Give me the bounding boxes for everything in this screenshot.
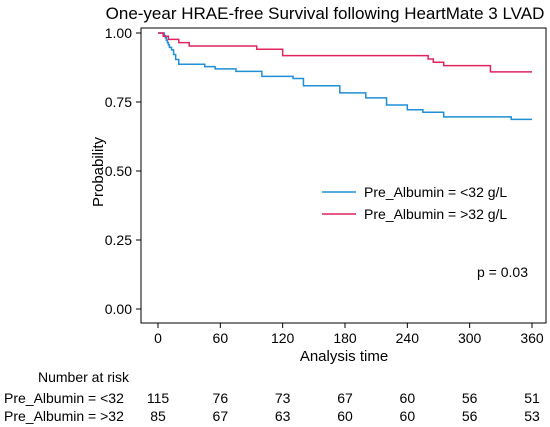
risk-count: 73: [275, 390, 291, 406]
risk-table: Pre_Albumin = <32 115 76 73 67 60 56 51 Pre_Albu…: [4, 390, 540, 424]
x-tick-label: 120: [271, 330, 295, 346]
risk-count: 115: [147, 390, 170, 406]
y-axis-label: Probability: [90, 136, 107, 207]
risk-row-label: Pre_Albumin = >32: [4, 408, 124, 424]
x-tick-label: 300: [458, 330, 482, 346]
risk-count: 63: [275, 408, 291, 424]
risk-count: 56: [462, 408, 478, 424]
y-tick-label: 0.25: [105, 232, 132, 248]
y-tick-label: 0.50: [105, 163, 132, 179]
risk-count: 60: [400, 390, 416, 406]
survival-curves: [158, 32, 532, 121]
x-tick-label: 180: [333, 330, 357, 346]
risk-count: 67: [213, 408, 229, 424]
risk-count: 53: [524, 408, 540, 424]
series-line-high: [158, 32, 532, 73]
x-axis-label: Analysis time: [300, 348, 388, 365]
x-tick-label: 60: [213, 330, 229, 346]
risk-table-header: Number at risk: [38, 369, 130, 385]
x-tick-label: 360: [520, 330, 544, 346]
risk-count: 56: [462, 390, 478, 406]
risk-count: 67: [337, 390, 353, 406]
chart-title: One-year HRAE-free Survival following He…: [106, 4, 545, 23]
y-tick-label: 1.00: [105, 25, 132, 41]
plot-area: [140, 27, 547, 324]
risk-count: 60: [337, 408, 353, 424]
risk-count: 85: [150, 408, 166, 424]
risk-count: 60: [400, 408, 416, 424]
p-value-annotation: p = 0.03: [477, 264, 528, 280]
y-axis: 0.00 0.25 0.50 0.75 1.00: [105, 25, 141, 317]
x-tick-label: 240: [396, 330, 420, 346]
legend: Pre_Albumin = <32 g/L Pre_Albumin = >32 …: [322, 184, 507, 222]
x-tick-label: 0: [154, 330, 162, 346]
series-line-low: [158, 32, 532, 121]
legend-label-low: Pre_Albumin = <32 g/L: [364, 184, 507, 200]
risk-count: 76: [213, 390, 229, 406]
y-tick-label: 0.75: [105, 94, 132, 110]
risk-count: 51: [524, 390, 540, 406]
legend-label-high: Pre_Albumin = >32 g/L: [364, 206, 507, 222]
x-axis: 0 60 120 180 240 300 360: [154, 323, 544, 346]
risk-row-label: Pre_Albumin = <32: [4, 390, 124, 406]
y-tick-label: 0.00: [105, 301, 132, 317]
